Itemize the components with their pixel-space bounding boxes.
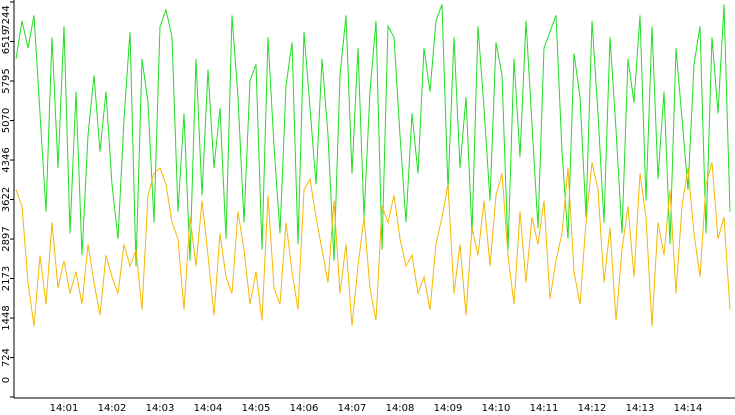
y-tick-label: 4346: [1, 147, 12, 172]
y-tick-label: 6519: [1, 29, 12, 54]
data-line: [15, 162, 731, 327]
x-tick-label: 14:03: [146, 403, 175, 414]
y-tick-label: 724: [1, 348, 12, 367]
y-tick-label: 7244: [1, 5, 12, 30]
x-tick-label: 14:14: [674, 403, 703, 414]
x-tick-label: 14:02: [98, 403, 127, 414]
y-tick-label: 5070: [1, 108, 12, 133]
y-tick-label: 2897: [1, 226, 12, 251]
x-tick-label: 14:01: [50, 403, 79, 414]
x-tick-label: 14:07: [338, 403, 367, 414]
y-tick-label: 3622: [1, 187, 12, 212]
y-tick-label: 2173: [1, 266, 12, 291]
x-tick-label: 14:05: [242, 403, 271, 414]
y-tick-label: 1448: [1, 305, 12, 330]
x-tick-label: 14:10: [482, 403, 511, 414]
data-line: [15, 4, 731, 267]
x-tick-label: 14:12: [578, 403, 607, 414]
x-tick-label: 14:09: [434, 403, 463, 414]
x-tick-label: 14:13: [626, 403, 655, 414]
x-tick-label: 14:08: [386, 403, 415, 414]
y-tick-label: 5795: [1, 68, 12, 93]
x-tick-label: 14:04: [194, 403, 223, 414]
y-tick-label: 0: [1, 377, 12, 383]
x-tick-label: 14:06: [290, 403, 319, 414]
x-tick-label: 14:11: [530, 403, 559, 414]
